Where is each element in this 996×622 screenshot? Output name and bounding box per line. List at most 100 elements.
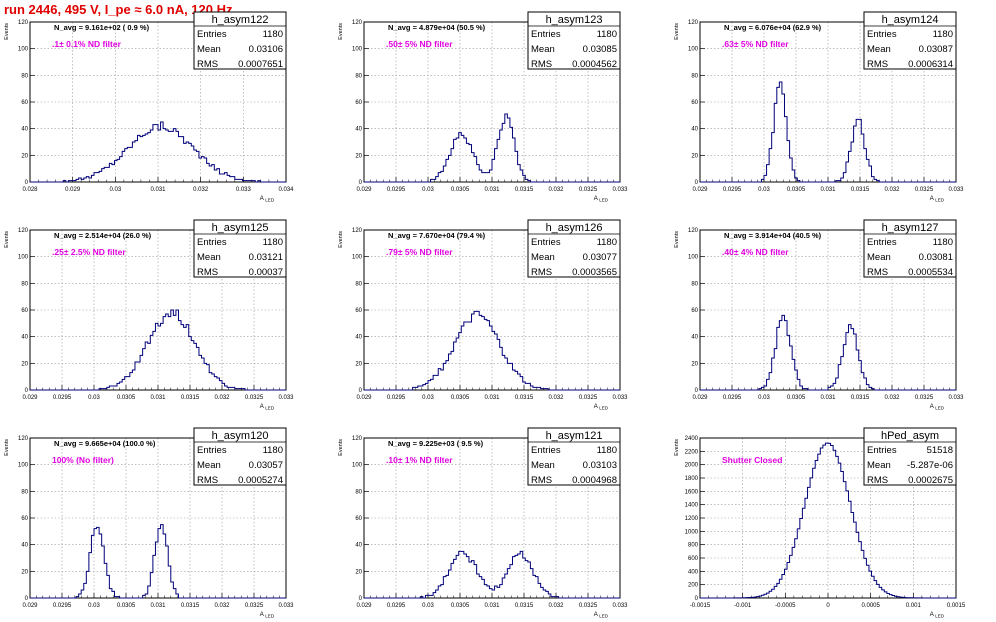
x-tick-label: 0.029 (356, 187, 372, 193)
stats-title: h_asym126 (546, 222, 603, 234)
stats-label: Mean (531, 44, 555, 55)
x-axis-title: A LED (594, 612, 609, 619)
y-tick-label: 100 (18, 47, 29, 53)
y-tick-label: 0 (695, 596, 699, 602)
stats-value: 0.0007651 (238, 59, 283, 70)
panel-h_asym122: 0.028 0.029 0.03 0.031 0.032 0.033 0.034 0 20 40 6… (4, 11, 294, 203)
y-tick-label: 40 (21, 127, 28, 133)
y-tick-label: 0 (25, 388, 29, 394)
x-tick-label: 0.0325 (915, 187, 934, 193)
stats-label: RMS (197, 475, 218, 486)
y-tick-label: 120 (688, 20, 699, 26)
y-tick-label: 100 (352, 47, 363, 53)
y-tick-label: 100 (688, 255, 699, 261)
stats-value: 0.0006314 (908, 59, 953, 70)
x-tick-label: 0.0325 (579, 187, 598, 193)
x-tick-label: 0.0325 (915, 395, 934, 401)
x-axis-title: A LED (260, 612, 275, 619)
panel-h_asym121: 0.029 0.0295 0.03 0.0305 0.031 0.0315 0.032 0.0… (338, 427, 628, 619)
stats-label: Entries (197, 237, 227, 248)
stats-label: Entries (867, 445, 897, 456)
stats-value: 0.0004562 (572, 59, 617, 70)
y-tick-label: 1400 (685, 503, 699, 509)
x-tick-label: 0.0305 (451, 395, 470, 401)
histogram-line (30, 121, 286, 183)
y-tick-label: 80 (691, 281, 698, 287)
x-tick-label: 0.033 (612, 603, 628, 609)
filter-label: .79± 5% ND filter (386, 247, 453, 257)
stats-box (527, 11, 621, 70)
stats-value: 1180 (933, 237, 953, 248)
x-tick-label: 0.0305 (787, 187, 806, 193)
x-tick-label: 0.0305 (451, 187, 470, 193)
x-tick-label: -0.0015 (690, 603, 711, 609)
histogram-line (700, 314, 956, 391)
filter-label: Shutter Closed (722, 455, 782, 465)
x-tick-label: 0.0295 (723, 395, 742, 401)
x-tick-label: -0.001 (734, 603, 752, 609)
navg-label: N_avg = 9.665e+04 (100.0 %) (54, 439, 156, 448)
x-tick-label: 0.031 (484, 395, 500, 401)
y-tick-label: 40 (355, 543, 362, 549)
y-tick-label: 80 (355, 73, 362, 79)
stats-title: h_asym120 (212, 430, 269, 442)
x-axis-title: A LED (260, 404, 275, 411)
x-tick-label: 0.031 (484, 603, 500, 609)
x-axis-title-sub: LED (599, 614, 609, 619)
stats-label: Entries (197, 29, 227, 40)
panel-hPed_asym: -0.0015 -0.001 -0.0005 0 0.0005 0.001 0.0015 0 2… (674, 427, 966, 619)
x-axis-title: A LED (260, 196, 275, 203)
x-tick-label: 0.0315 (515, 603, 534, 609)
x-axis-title-sub: LED (265, 198, 275, 203)
y-tick-label: 600 (688, 556, 699, 562)
x-tick-label: 0.031 (150, 395, 166, 401)
histogram-line (700, 442, 956, 599)
stats-value: 1180 (263, 29, 283, 40)
x-tick-label: 0.03 (758, 395, 770, 401)
y-tick-label: 60 (355, 516, 362, 522)
navg-label: N_avg = 9.225e+03 ( 9.5 %) (388, 439, 484, 448)
histogram-line (364, 310, 620, 391)
stats-value: 1180 (597, 29, 617, 40)
y-tick-label: 80 (691, 73, 698, 79)
x-tick-label: 0.029 (692, 187, 708, 193)
x-tick-label: 0.0005 (861, 603, 880, 609)
y-tick-label: 20 (691, 361, 698, 367)
x-tick-label: 0.0295 (53, 603, 72, 609)
y-tick-label: 120 (352, 228, 363, 234)
x-tick-label: 0.0295 (723, 187, 742, 193)
stats-title: hPed_asym (881, 430, 939, 442)
stats-label: RMS (531, 59, 552, 70)
stats-label: RMS (531, 475, 552, 486)
stats-label: Mean (197, 460, 221, 471)
x-tick-label: 0.031 (484, 187, 500, 193)
panel-h_asym124: 0.029 0.0295 0.03 0.0305 0.031 0.0315 0.032 0.0… (674, 11, 964, 203)
y-tick-label: 800 (688, 543, 699, 549)
stats-box (863, 11, 957, 70)
stats-box (193, 11, 287, 70)
x-tick-label: -0.0005 (775, 603, 796, 609)
y-axis-title: Events (4, 231, 10, 248)
x-tick-label: 0.001 (906, 603, 922, 609)
x-tick-label: 0.0305 (117, 395, 136, 401)
stats-value: 1180 (933, 29, 953, 40)
y-tick-label: 60 (21, 100, 28, 106)
y-tick-label: 100 (18, 463, 29, 469)
x-tick-label: 0.029 (65, 187, 81, 193)
navg-label: N_avg = 3.914e+04 (40.5 %) (724, 231, 822, 240)
stats-value: 0.03077 (583, 252, 617, 263)
histogram-line (364, 550, 620, 599)
y-tick-label: 20 (691, 153, 698, 159)
navg-label: N_avg = 2.514e+04 (26.0 %) (54, 231, 152, 240)
x-axis-title-sub: LED (599, 198, 609, 203)
x-tick-label: 0.0295 (387, 603, 406, 609)
y-tick-label: 0 (25, 180, 29, 186)
y-tick-label: 40 (21, 543, 28, 549)
x-tick-label: 0.031 (150, 603, 166, 609)
y-tick-label: 2000 (685, 463, 699, 469)
x-tick-label: 0.0315 (851, 187, 870, 193)
stats-value: 0.03121 (249, 252, 283, 263)
stats-title: h_asym121 (546, 430, 603, 442)
x-tick-label: 0.0325 (245, 395, 264, 401)
x-tick-label: 0.03 (88, 395, 100, 401)
